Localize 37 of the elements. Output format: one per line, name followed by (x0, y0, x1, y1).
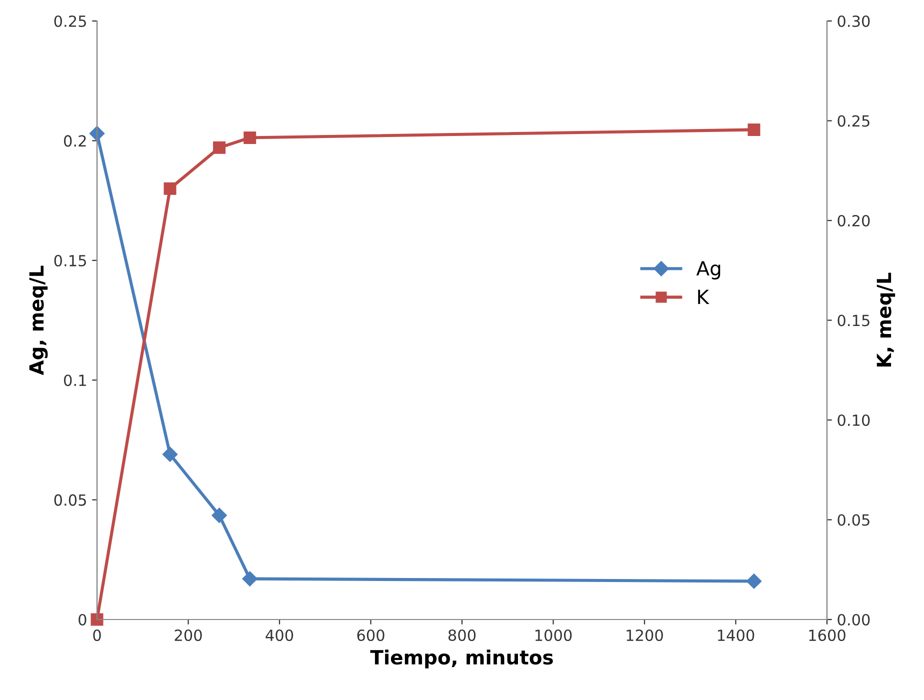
y-tick-label: 0.05 (54, 494, 86, 506)
y-tick-label: 0.2 (64, 135, 86, 147)
x-tick-label: 1200 (626, 629, 663, 642)
y-tick-label: 0.25 (54, 15, 86, 28)
point (748, 123, 760, 136)
y2-tick-label: 0.30 (838, 15, 870, 28)
y2-axis-title: K, meq/L (876, 272, 896, 367)
y-tick-label: 0 (78, 614, 86, 626)
x-tick-label: 0 (93, 629, 101, 642)
point (89, 126, 105, 142)
point (212, 508, 227, 523)
point (244, 131, 256, 144)
point (242, 571, 258, 586)
y-tick-label: 0.1 (64, 374, 86, 386)
x-axis-title: Tiempo, minutos (370, 650, 553, 668)
y2-tick-label: 0.25 (838, 115, 870, 127)
x-tick-label: 1600 (809, 629, 846, 642)
y2-tick-label: 0.20 (838, 214, 870, 227)
x-tick-label: 200 (174, 629, 202, 642)
x-tick-label: 1000 (535, 629, 572, 642)
y2-tick-label: 0.05 (838, 514, 870, 526)
y2-tick-label: 0.00 (838, 614, 870, 626)
x-tick-label: 400 (266, 629, 294, 642)
x-tick-label: 1400 (718, 629, 754, 642)
y2-tick-label: 0.15 (838, 314, 870, 326)
point (746, 574, 762, 589)
y-tick-label: 0.15 (54, 254, 86, 266)
legend-label: K (698, 290, 710, 304)
point (90, 613, 104, 626)
y2-tick-label: 0.10 (838, 414, 870, 426)
legend-label: Ag (696, 261, 720, 280)
x-tick-label: 600 (357, 629, 384, 642)
point (164, 182, 176, 195)
y-axis-title: Ag, meq/L (29, 266, 48, 376)
point (162, 446, 178, 462)
x-tick-label: 800 (448, 629, 476, 642)
point (213, 141, 226, 154)
